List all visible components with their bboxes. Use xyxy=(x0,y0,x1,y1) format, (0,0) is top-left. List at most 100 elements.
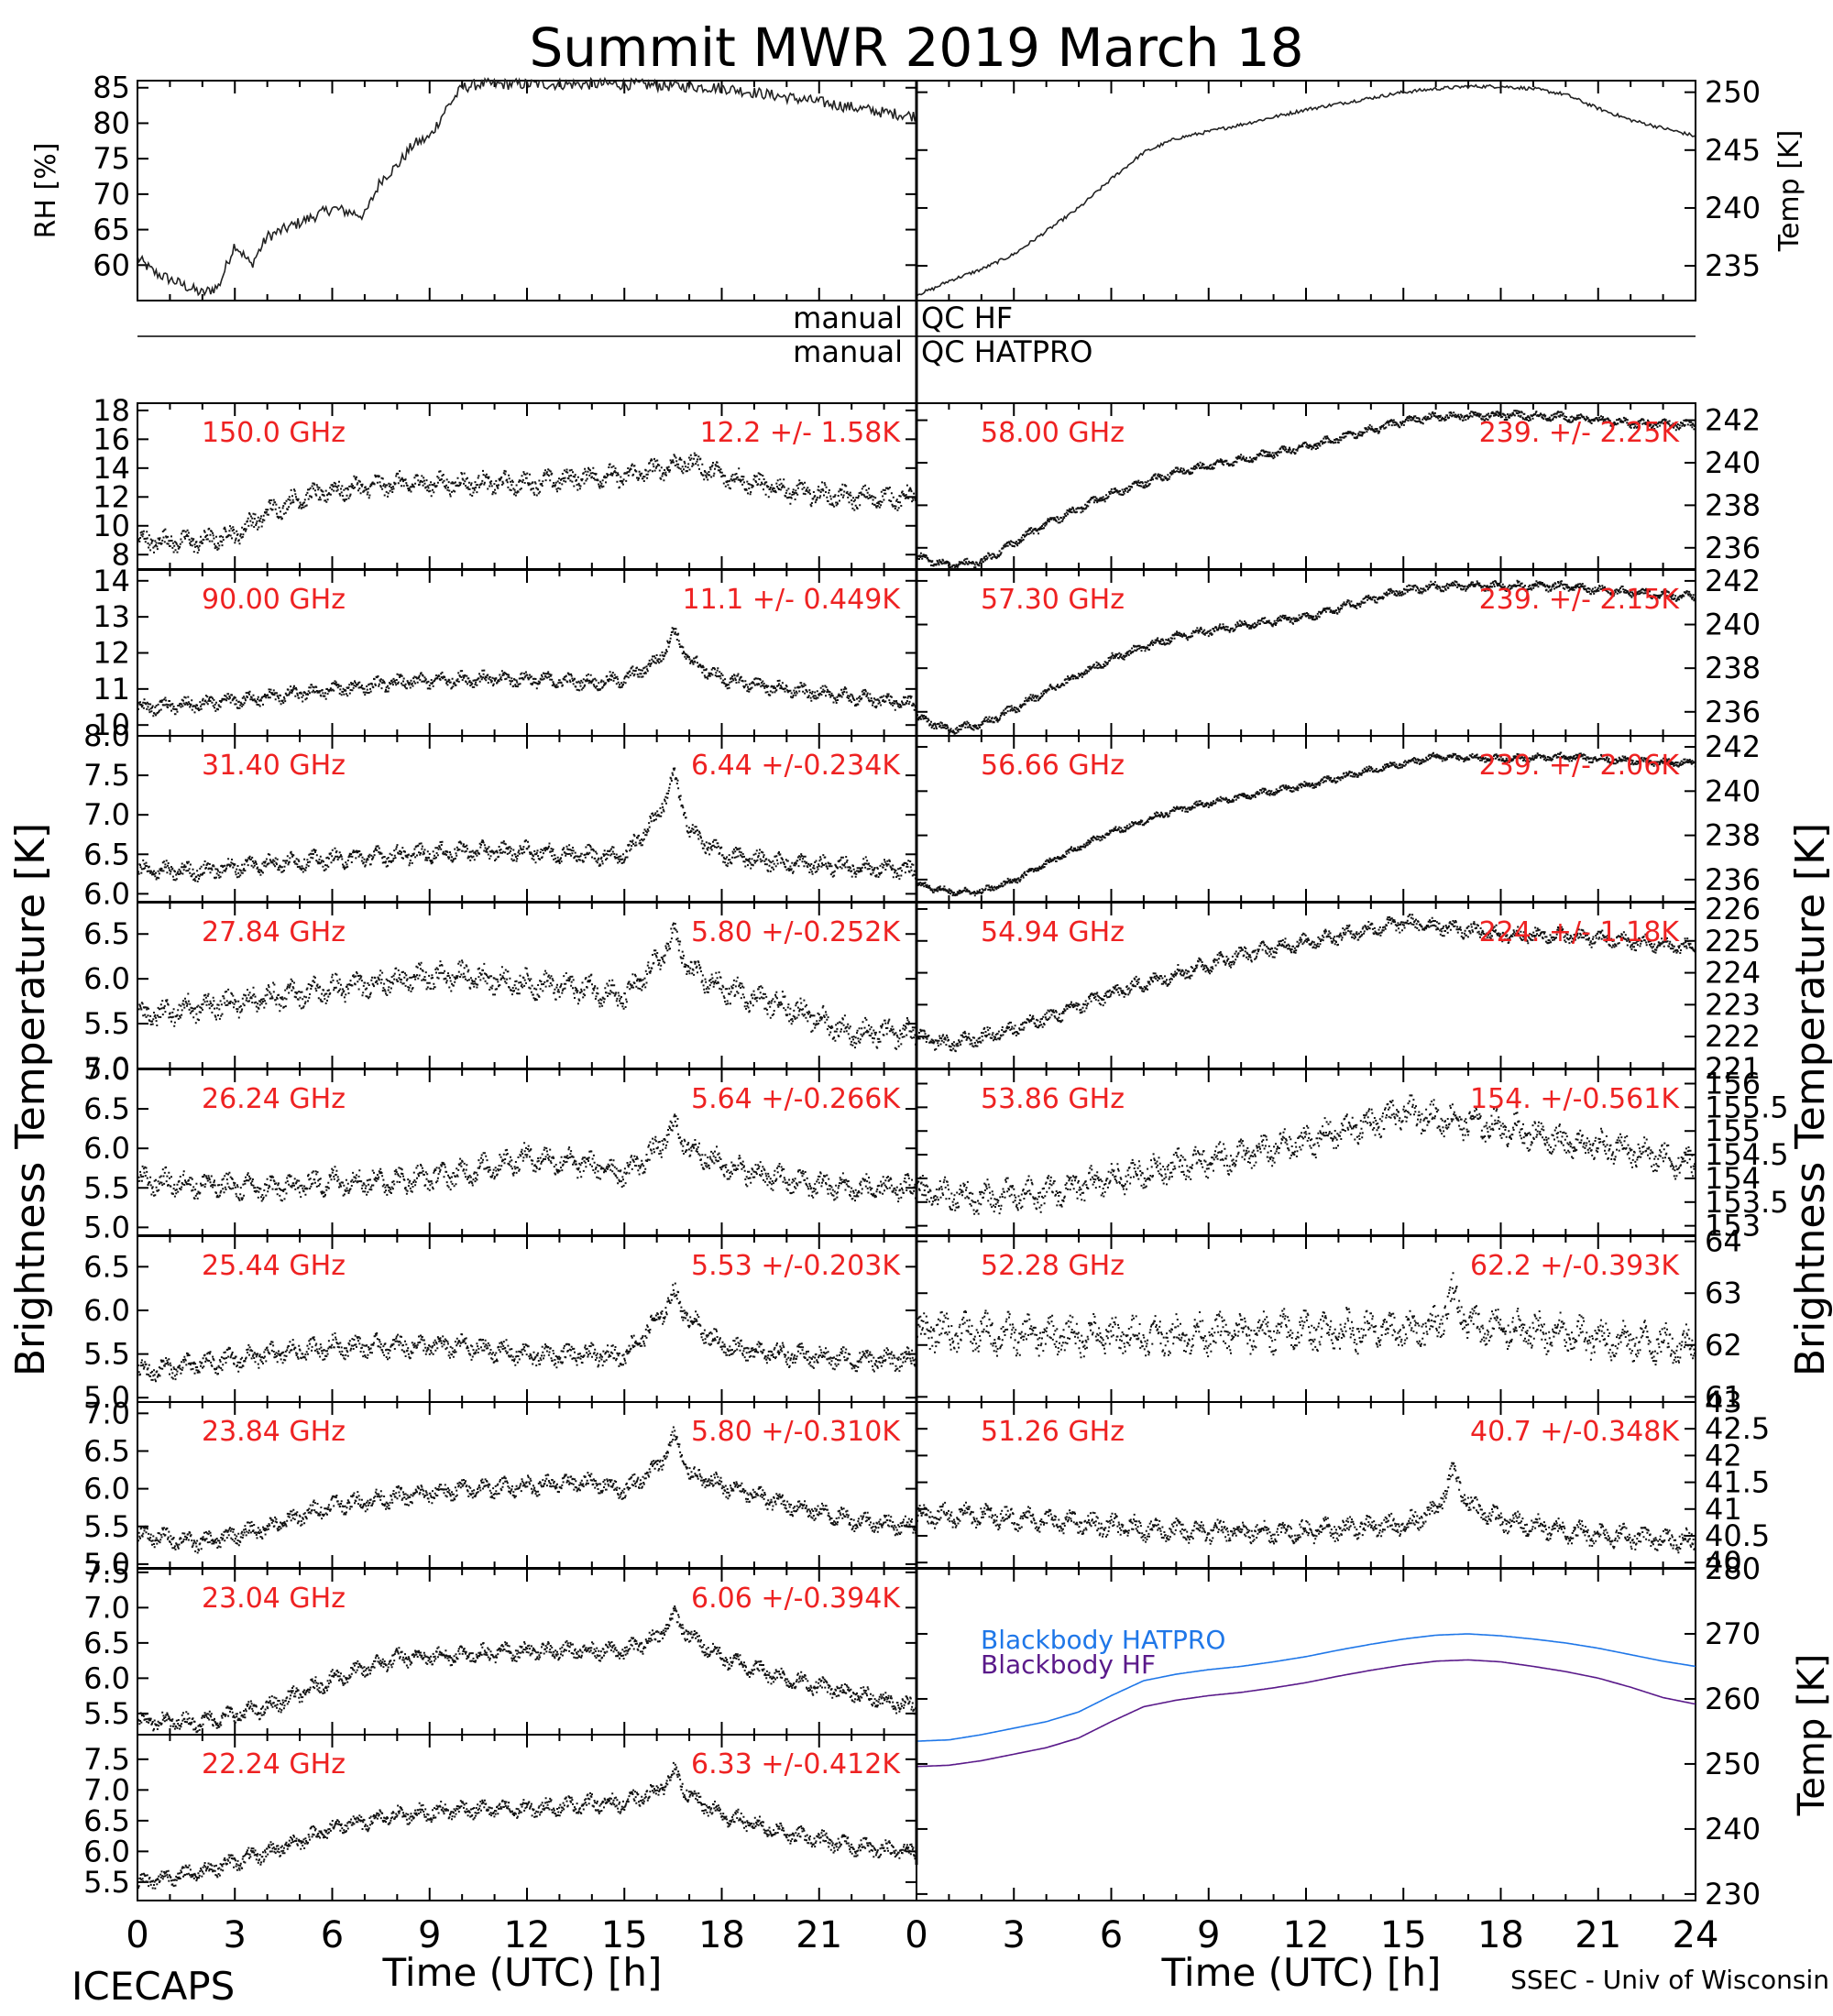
panel-c23a-stats: 6.06 +/-0.394K xyxy=(691,1583,901,1615)
panel-blackbody: 230 240 250 260 270 280 Blackbody HATPROBlackb… xyxy=(916,1551,1833,1912)
panel-c31-ytick-4: 8.0 xyxy=(83,718,130,753)
panel-c150-points xyxy=(137,452,916,554)
panel-c56-ytick-1: 238 xyxy=(1705,818,1761,853)
xtick-left-7: 21 xyxy=(796,1914,842,1956)
blackbody-series-1 xyxy=(916,1659,1696,1768)
panel-temp-ytick-3: 250 xyxy=(1705,75,1761,110)
panel-c23a-ytick-4: 7.5 xyxy=(83,1555,130,1590)
panel-temp-frame xyxy=(916,80,1696,301)
panel-c57-points xyxy=(916,579,1696,735)
xtick-left-2: 6 xyxy=(321,1914,344,1956)
panel-c58-ytick-0: 236 xyxy=(1705,531,1761,565)
panel-blackbody-ytick-2: 250 xyxy=(1705,1747,1761,1781)
panel-c57-stats: 239. +/- 2.15K xyxy=(1479,584,1681,616)
temp-ylabel: Temp [K] xyxy=(1773,130,1806,253)
panel-blackbody-ytick-4: 270 xyxy=(1705,1616,1761,1651)
panel-c90-stats: 11.1 +/- 0.449K xyxy=(683,584,902,616)
rh-line xyxy=(137,76,917,297)
xtick-right-1: 3 xyxy=(1003,1914,1026,1956)
panel-c26-label: 26.24 GHz xyxy=(202,1083,346,1115)
panel-rh-ytick-3: 75 xyxy=(93,141,130,176)
temp-line xyxy=(916,83,1696,298)
x-tick-labels: 0 3 6 9 12 15 18 21 0 3 6 9 12 15 18 21 24 xyxy=(126,1914,1718,1956)
panel-temp-ytick-0: 235 xyxy=(1705,248,1761,283)
panel-c58-points xyxy=(916,410,1696,569)
qc-right-hf: QC HF xyxy=(921,301,1013,335)
panel-c54-stats: 224. +/- 1.18K xyxy=(1479,916,1681,948)
panel-c150-ytick-5: 18 xyxy=(93,393,130,428)
panel-c22-stats: 6.33 +/-0.412K xyxy=(691,1748,901,1780)
panel-c53-ytick-3: 154.5 xyxy=(1705,1137,1789,1172)
panel-c54-ytick-4: 225 xyxy=(1705,924,1761,959)
xtick-right-7: 21 xyxy=(1575,1914,1621,1956)
panel-c51-ytick-0: 40 xyxy=(1705,1545,1742,1580)
panel-c23a-ytick-3: 7.0 xyxy=(83,1590,130,1625)
ylabel-right: Brightness Temperature [K] xyxy=(1787,823,1833,1376)
panel-rh-ytick-2: 70 xyxy=(93,177,130,212)
panel-rh-frame xyxy=(137,80,917,301)
ylabel-left: Brightness Temperature [K] xyxy=(7,823,54,1376)
panel-c23a-ytick-0: 5.5 xyxy=(83,1696,130,1731)
panel-c52-stats: 62.2 +/-0.393K xyxy=(1470,1250,1680,1282)
panel-c90-points xyxy=(137,627,916,718)
panel-c51-ytick-4: 42 xyxy=(1705,1438,1742,1473)
panel-c27: 5.0 5.5 6.0 6.5 27.84 GHz 5.80 +/-0.252K xyxy=(83,902,917,1086)
panel-c26-ytick-3: 6.5 xyxy=(83,1091,130,1126)
panel-c54-ytick-5: 226 xyxy=(1705,892,1761,926)
panel-c53-ytick-5: 155.5 xyxy=(1705,1090,1789,1124)
panel-c31-points xyxy=(137,767,916,882)
panel-c23b-ytick-3: 6.5 xyxy=(83,1433,130,1468)
panel-c51-ytick-1: 40.5 xyxy=(1705,1518,1770,1553)
panel-c150-label: 150.0 GHz xyxy=(202,417,346,449)
panel-c31-label: 31.40 GHz xyxy=(202,750,346,782)
panel-c27-ytick-3: 6.5 xyxy=(83,916,130,951)
panel-c31-ytick-1: 6.5 xyxy=(83,837,130,871)
panel-c150-ytick-1: 10 xyxy=(93,509,130,543)
panel-c26-ytick-0: 5.0 xyxy=(83,1210,130,1244)
panel-c52-ytick-1: 62 xyxy=(1705,1328,1742,1363)
panel-c51-ytick-3: 41.5 xyxy=(1705,1465,1770,1500)
panel-c58: 236 238 240 242 58.00 GHz 239. +/- 2.25K xyxy=(916,402,1761,570)
panel-c23a-ytick-2: 6.5 xyxy=(83,1626,130,1660)
xtick-right-8: 24 xyxy=(1673,1914,1719,1956)
panel-c90-label: 90.00 GHz xyxy=(202,584,346,616)
panel-c56-ytick-0: 236 xyxy=(1705,862,1761,897)
panel-c22-ytick-1: 6.0 xyxy=(83,1834,130,1868)
panel-c22-ytick-4: 7.5 xyxy=(83,1742,130,1777)
panel-c23b-ytick-1: 5.5 xyxy=(83,1509,130,1544)
figure-title: Summit MWR 2019 March 18 xyxy=(529,16,1303,79)
panel-c23a-label: 23.04 GHz xyxy=(202,1583,346,1615)
panel-c150-ytick-0: 8 xyxy=(112,537,130,572)
panel-c27-ytick-0: 5.0 xyxy=(83,1051,130,1086)
xtick-right-2: 6 xyxy=(1100,1914,1123,1956)
panel-c57: 236 238 240 242 57.30 GHz 239. +/- 2.15K xyxy=(916,564,1761,737)
panel-c56-stats: 239. +/- 2.06K xyxy=(1479,750,1681,782)
panel-c52-label: 52.28 GHz xyxy=(981,1250,1125,1282)
panel-c25-stats: 5.53 +/-0.203K xyxy=(691,1250,901,1282)
panel-c90-ytick-0: 10 xyxy=(93,707,130,742)
blackbody-ylabel: Temp [K] xyxy=(1791,1654,1833,1817)
panel-c22-points xyxy=(137,1761,916,1890)
panel-c23b-ytick-0: 5.0 xyxy=(83,1547,130,1582)
panel-c54-ytick-2: 223 xyxy=(1705,987,1761,1022)
panel-c31-ytick-2: 7.0 xyxy=(83,797,130,832)
panel-c22-ytick-0: 5.5 xyxy=(83,1865,130,1900)
panel-c25-label: 25.44 GHz xyxy=(202,1250,346,1282)
panel-c25-points xyxy=(137,1282,916,1383)
xtick-right-4: 12 xyxy=(1283,1914,1330,1956)
panel-temp: 235 240 245 250 Temp [K] xyxy=(916,75,1806,301)
panel-rh-ytick-1: 65 xyxy=(93,213,130,247)
panel-c52-ytick-0: 61 xyxy=(1705,1379,1742,1414)
panel-c23a-ytick-1: 6.0 xyxy=(83,1660,130,1695)
panel-c25-ytick-1: 5.5 xyxy=(83,1337,130,1372)
panel-blackbody-ytick-1: 240 xyxy=(1705,1812,1761,1846)
panel-c22-ytick-2: 6.5 xyxy=(83,1803,130,1838)
panel-c90-ytick-2: 12 xyxy=(93,636,130,671)
panel-c23b-label: 23.84 GHz xyxy=(202,1416,346,1448)
panel-c90-ytick-4: 14 xyxy=(93,564,130,598)
xtick-left-6: 18 xyxy=(698,1914,745,1956)
panel-c57-ytick-3: 242 xyxy=(1705,564,1761,598)
